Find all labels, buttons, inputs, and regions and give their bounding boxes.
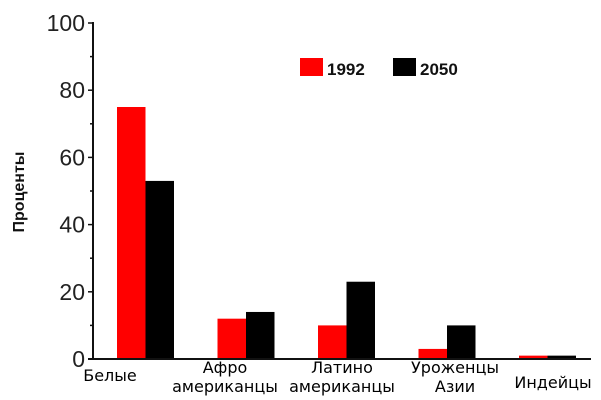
y-tick-label: 60: [59, 144, 85, 170]
legend: 1992 2050: [300, 58, 458, 79]
y-tick-label: 100: [47, 10, 85, 36]
bar-2050-1: [246, 311, 275, 359]
bar-2050-4: [547, 355, 576, 359]
y-tick-label: 80: [59, 77, 85, 103]
bar-1992-1: [217, 318, 246, 359]
category-label: Уроженцы: [411, 358, 499, 377]
category-label: Латино: [311, 358, 373, 377]
bar-2050-0: [145, 180, 174, 359]
x-category-labels: Белые АфроамериканцыЛатиноамериканцыУроже…: [83, 358, 591, 396]
category-label: американцы: [289, 377, 395, 396]
bar-1992-4: [519, 355, 548, 359]
bar-1992-2: [318, 325, 347, 359]
y-axis-label: Проценты: [11, 152, 28, 233]
bar-1992-3: [418, 348, 447, 359]
bar-2050-2: [346, 281, 375, 359]
legend-swatch-1992: [300, 58, 323, 76]
bar-1992-0: [117, 107, 146, 359]
legend-swatch-2050: [393, 58, 416, 76]
y-ticks: 0 20 40 60 80 100: [47, 10, 93, 372]
bars-layer: [117, 107, 576, 359]
y-tick-label: 0: [72, 346, 85, 372]
category-label: Афро: [203, 358, 248, 377]
bar-2050-3: [447, 325, 476, 359]
category-label: Индейцы: [514, 373, 591, 392]
category-label: американцы: [172, 377, 278, 396]
y-tick-label: 40: [59, 212, 85, 238]
legend-label: 1992: [327, 60, 365, 79]
category-label: Белые: [83, 366, 137, 385]
legend-label: 2050: [420, 60, 458, 79]
y-tick-label: 20: [59, 279, 85, 305]
category-label: Азии: [435, 377, 475, 396]
